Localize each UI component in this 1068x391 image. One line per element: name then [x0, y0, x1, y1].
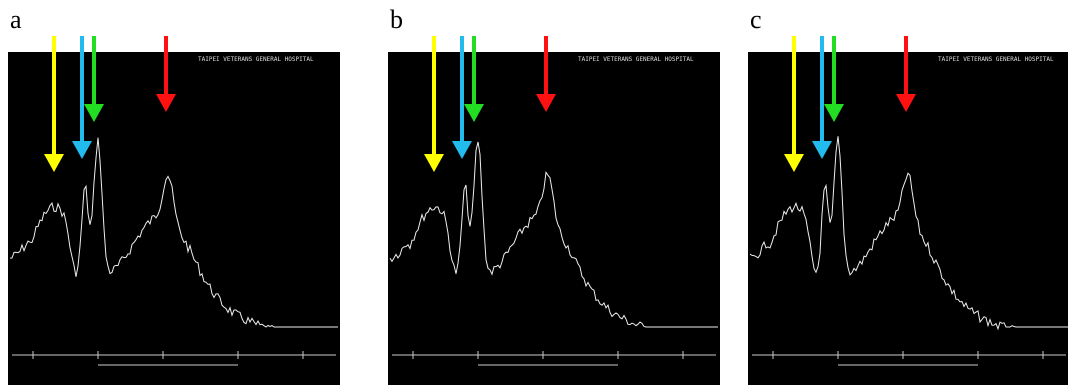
panel-label: b: [390, 5, 403, 34]
panel-label: c: [750, 5, 762, 34]
spectrum-screen: [8, 52, 340, 385]
panel: a TAIPEI VETERANS GENERAL HOSPITAL: [8, 5, 340, 385]
spectrum-screen: [388, 52, 720, 385]
panel-label: a: [10, 5, 22, 34]
figure: a TAIPEI VETERANS GENERAL HOSPITAL b TAIPEI…: [0, 0, 1068, 391]
screen-header: TAIPEI VETERANS GENERAL HOSPITAL: [198, 56, 314, 63]
screen-header: TAIPEI VETERANS GENERAL HOSPITAL: [578, 56, 694, 63]
screen-header: TAIPEI VETERANS GENERAL HOSPITAL: [938, 56, 1054, 63]
panel: b TAIPEI VETERANS GENERAL HOSPITAL: [388, 5, 720, 385]
panel: c TAIPEI VETERANS GENERAL HOSPITAL: [748, 5, 1068, 385]
